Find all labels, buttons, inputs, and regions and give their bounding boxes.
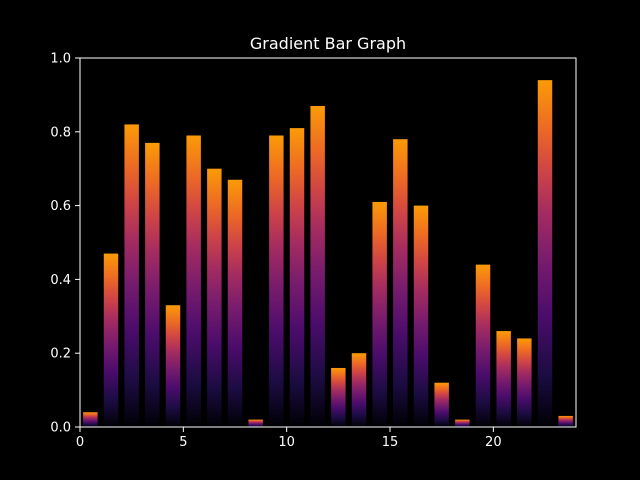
bar-17 — [434, 382, 449, 427]
x-tick-label: 15 — [382, 435, 399, 450]
y-tick-label: 1.0 — [50, 52, 71, 67]
chart-title: Gradient Bar Graph — [250, 34, 406, 53]
bar-2 — [124, 124, 139, 428]
bar-23 — [558, 415, 573, 427]
y-tick-label: 0.4 — [50, 273, 71, 288]
bar-4 — [165, 305, 181, 427]
bar-1 — [103, 253, 119, 427]
bar-10 — [289, 128, 305, 428]
bar-12 — [331, 367, 346, 427]
bar-20 — [496, 331, 511, 427]
bar-11 — [310, 105, 325, 427]
bar-8 — [248, 419, 263, 427]
bars-layer — [83, 80, 573, 428]
bar-21 — [517, 338, 532, 427]
x-tick-label: 5 — [179, 435, 187, 450]
y-tick-label: 0.6 — [50, 199, 71, 214]
bar-0 — [83, 412, 98, 427]
x-tick-label: 10 — [278, 435, 295, 450]
x-tick-label: 20 — [485, 435, 502, 450]
bar-5 — [186, 135, 201, 428]
bar-13 — [351, 353, 367, 427]
plot-frame — [79, 57, 577, 428]
bar-16 — [413, 205, 429, 427]
bar-9 — [269, 135, 284, 428]
bar-7 — [227, 179, 243, 427]
bar-6 — [207, 168, 222, 427]
y-axis: 0.0 0.2 0.4 0.6 0.8 1.0 — [50, 52, 80, 436]
bar-18 — [455, 419, 470, 427]
x-tick-label: 0 — [76, 435, 84, 450]
x-axis: 0 5 10 15 20 — [76, 427, 502, 450]
y-tick-label: 0.2 — [50, 347, 71, 362]
bar-14 — [372, 201, 387, 427]
y-tick-label: 0.0 — [50, 421, 71, 436]
bar-22 — [537, 80, 553, 427]
bar-3 — [145, 142, 160, 427]
bar-19 — [475, 264, 491, 427]
y-tick-label: 0.8 — [50, 125, 71, 140]
bar-15 — [393, 139, 408, 427]
